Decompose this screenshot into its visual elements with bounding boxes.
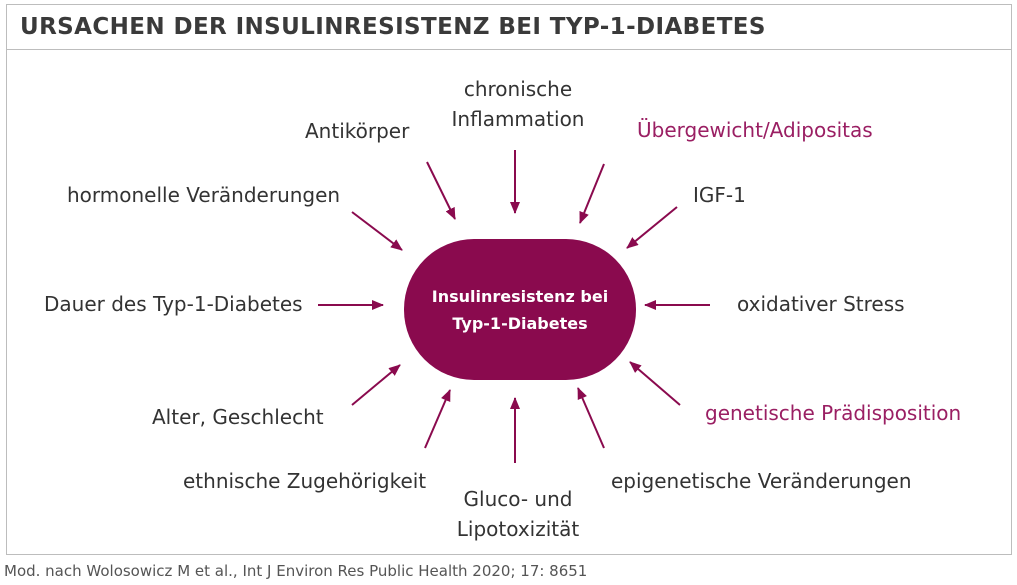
factor-inflammation-line-2: Inflammation bbox=[451, 107, 585, 131]
diagram-frame bbox=[6, 4, 1012, 555]
center-line-2: Typ-1-Diabetes bbox=[452, 313, 588, 333]
factor-gluco-line-1: Gluco- und bbox=[463, 487, 573, 511]
arrow-epigenetische bbox=[577, 387, 605, 449]
arrow-alter bbox=[351, 364, 401, 406]
factor-oxidativer: oxidativer Stress bbox=[737, 292, 905, 316]
diagram-title: URSACHEN DER INSULINRESISTENZ BEI TYP-1-… bbox=[20, 14, 766, 40]
factor-epigenetische: epigenetische Veränderungen bbox=[611, 469, 912, 493]
center-insulinresistenz: Insulinresistenz bei Typ-1-Diabetes bbox=[404, 239, 636, 380]
center-line-1: Insulinresistenz bei bbox=[431, 286, 609, 306]
arrow-igf1 bbox=[626, 206, 678, 249]
title-divider bbox=[6, 49, 1012, 50]
factor-igf1: IGF-1 bbox=[693, 183, 746, 207]
arrow-hormonelle bbox=[351, 211, 403, 251]
factor-inflammation-line-1: chronische bbox=[463, 77, 573, 101]
arrow-antikoerper bbox=[426, 161, 456, 220]
factor-uebergewicht: Übergewicht/Adipositas bbox=[637, 118, 873, 142]
factor-genetische: genetische Prädisposition bbox=[705, 401, 962, 425]
factor-dauer: Dauer des Typ-1-Diabetes bbox=[44, 292, 303, 316]
factor-gluco-line-2: Lipotoxizität bbox=[456, 517, 580, 541]
arrow-ethnische bbox=[424, 389, 451, 449]
source-credit: Mod. nach Wolosowicz M et al., Int J Env… bbox=[4, 562, 588, 580]
factor-hormonelle: hormonelle Veränderungen bbox=[67, 183, 341, 207]
arrow-uebergewicht bbox=[579, 163, 605, 224]
factor-gluco: Gluco- und Lipotoxizität bbox=[440, 484, 596, 544]
factor-antikoerper: Antikörper bbox=[305, 119, 410, 143]
factor-ethnische: ethnische Zugehörigkeit bbox=[183, 469, 427, 493]
factor-alter: Alter, Geschlecht bbox=[152, 405, 324, 429]
arrow-genetische bbox=[629, 361, 681, 406]
factor-inflammation: chronische Inflammation bbox=[440, 74, 596, 134]
